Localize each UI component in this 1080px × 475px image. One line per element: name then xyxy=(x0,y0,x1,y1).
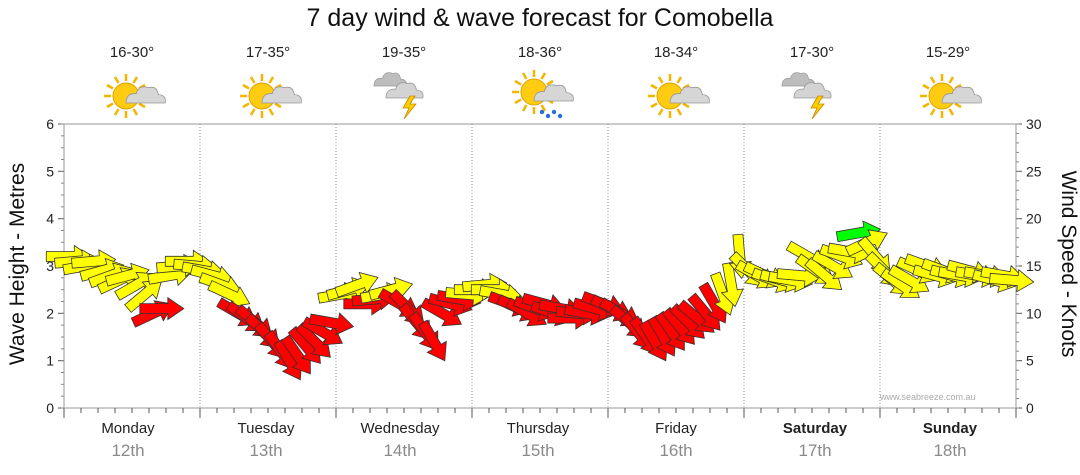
day-date: 17th xyxy=(798,441,832,460)
partly-cloudy-sun-icon xyxy=(608,68,744,124)
day-date: 12th xyxy=(111,441,145,460)
temp-wednesday: 19-35° xyxy=(381,44,427,61)
wind-arrow xyxy=(417,319,447,362)
y-tick-label-left: 6 xyxy=(46,116,54,132)
day-label-sunday: Sunday 18th xyxy=(882,420,1018,461)
day-label-wednesday: Wednesday 14th xyxy=(332,420,468,461)
thunderstorm-icon xyxy=(781,72,832,120)
y-tick-label-left: 2 xyxy=(46,305,54,321)
day-label-monday: Monday 12th xyxy=(60,420,196,461)
day-label-saturday: Saturday 17th xyxy=(747,420,883,461)
day-date: 15th xyxy=(521,441,555,460)
y-tick-label-left: 3 xyxy=(46,258,54,274)
day-name: Monday xyxy=(101,420,155,437)
y-axis-label-right: Wind Speed - Knots xyxy=(1057,170,1080,358)
temp-sunday: 15-29° xyxy=(925,44,971,61)
y-tick-label-left: 0 xyxy=(46,400,54,416)
day-date: 14th xyxy=(383,441,417,460)
y-tick-label-left: 4 xyxy=(46,211,54,227)
day-name: Thursday xyxy=(506,420,570,437)
chart-title: 7 day wind & wave forecast for Comobella xyxy=(306,4,774,32)
partly-cloudy-sun-icon xyxy=(648,74,710,118)
y-tick-label-left: 1 xyxy=(46,353,54,369)
wind-arrow xyxy=(295,322,331,358)
y-tick-label-right: 25 xyxy=(1026,163,1042,179)
day-name: Friday xyxy=(655,420,697,437)
sun-shower-icon xyxy=(472,68,608,124)
wind-arrow xyxy=(804,256,843,291)
wind-arrow xyxy=(811,250,853,279)
wind-arrow xyxy=(124,279,163,313)
temp-monday: 16-30° xyxy=(109,44,155,61)
y-tick-label-left: 5 xyxy=(46,163,54,179)
wind-arrow xyxy=(308,312,355,336)
partly-cloudy-sun-icon xyxy=(200,68,336,124)
day-name: Wednesday xyxy=(360,420,440,437)
day-label-tuesday: Tuesday 13th xyxy=(198,420,334,461)
wind-arrow xyxy=(139,296,185,321)
y-tick-label-right: 10 xyxy=(1026,305,1042,321)
sun-shower-icon xyxy=(512,70,574,119)
day-date: 16th xyxy=(659,441,693,460)
thunderstorm-icon xyxy=(373,72,424,120)
partly-cloudy-sun-icon xyxy=(104,74,166,118)
y-tick-label-right: 5 xyxy=(1026,353,1034,369)
wind-arrow xyxy=(420,297,462,327)
temp-tuesday: 17-35° xyxy=(245,44,291,61)
partly-cloudy-sun-icon xyxy=(64,68,200,124)
partly-cloudy-sun-icon xyxy=(880,68,1016,124)
wind-arrow xyxy=(989,268,1035,293)
day-name: Saturday xyxy=(782,420,848,437)
y-tick-label-right: 30 xyxy=(1026,116,1042,132)
temp-saturday: 17-30° xyxy=(789,44,835,61)
partly-cloudy-sun-icon xyxy=(240,74,302,118)
y-tick-label-right: 15 xyxy=(1026,258,1042,274)
day-label-thursday: Thursday 15th xyxy=(470,420,606,461)
credit-text: www.seabreeze.com.au xyxy=(880,392,976,402)
wind-arrow xyxy=(720,261,744,308)
thunderstorm-icon xyxy=(336,68,472,124)
y-axis-label-left: Wave Height - Metres xyxy=(6,162,29,366)
temp-thursday: 18-36° xyxy=(517,44,563,61)
temp-friday: 18-34° xyxy=(653,44,699,61)
wind-arrow xyxy=(207,280,251,308)
day-name: Tuesday xyxy=(237,420,295,437)
partly-cloudy-sun-icon xyxy=(920,74,982,118)
day-name: Sunday xyxy=(922,420,978,437)
day-label-friday: Friday 16th xyxy=(608,420,744,461)
y-tick-label-right: 0 xyxy=(1026,400,1034,416)
wind-arrow xyxy=(887,264,930,294)
wind-arrow xyxy=(334,271,379,298)
day-date: 13th xyxy=(249,441,283,460)
thunderstorm-icon xyxy=(744,68,880,124)
y-tick-label-right: 20 xyxy=(1026,211,1042,227)
day-date: 18th xyxy=(933,441,967,460)
